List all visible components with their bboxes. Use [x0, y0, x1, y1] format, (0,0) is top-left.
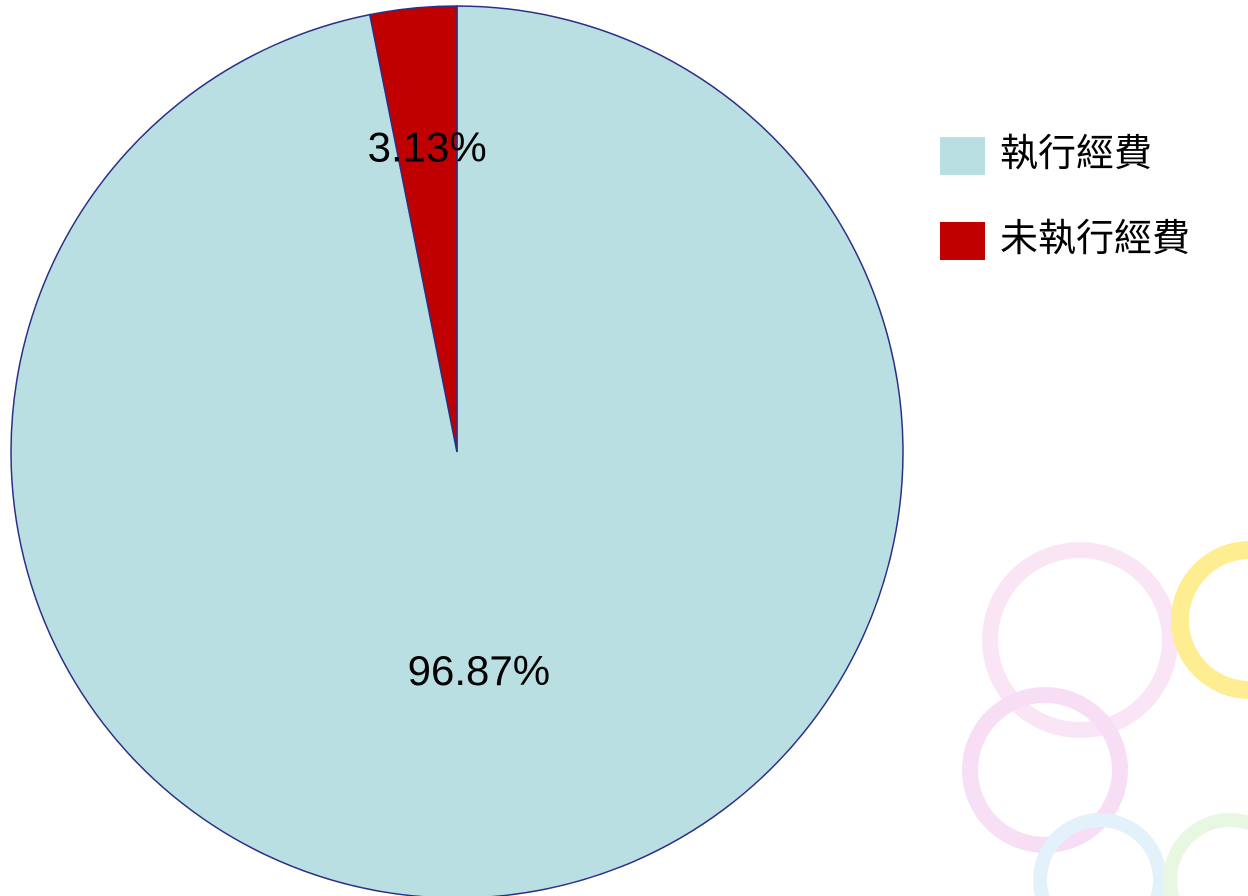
decoration: [970, 550, 1248, 896]
legend-label: 未執行經費: [1000, 218, 1190, 260]
legend-swatch: [940, 222, 985, 260]
data-label: 3.13%: [368, 123, 487, 170]
legend-swatch: [940, 137, 985, 175]
legend-label: 執行經費: [1000, 133, 1152, 175]
data-label: 96.87%: [408, 647, 550, 694]
chart: 96.87% 3.13% 執行經費未執行經費: [0, 0, 1248, 896]
